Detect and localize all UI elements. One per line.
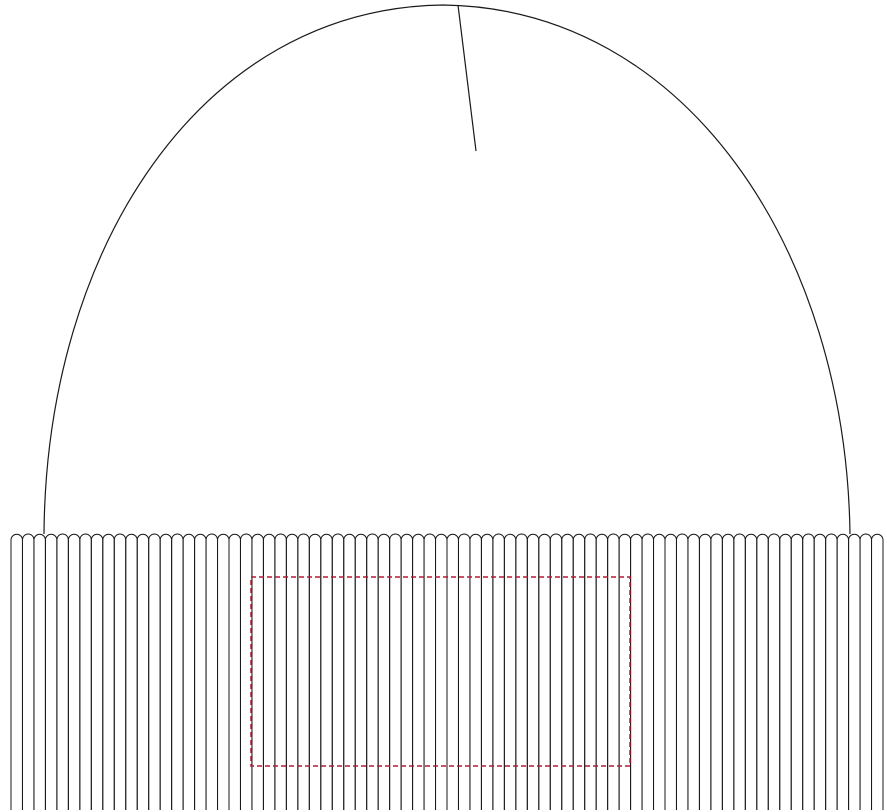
beanie-cuff — [10, 533, 884, 810]
cuff-rib — [308, 533, 322, 810]
cuff-rib — [836, 533, 850, 810]
cuff-rib — [457, 533, 471, 810]
crown-seam-line — [457, 4, 477, 152]
cuff-rib — [767, 533, 781, 810]
cuff-rib — [595, 533, 609, 810]
cuff-rib — [400, 533, 414, 810]
cuff-rib — [825, 533, 838, 810]
beanie-crown — [43, 4, 851, 535]
cuff-rib — [56, 533, 69, 810]
cuff-rib — [274, 533, 287, 810]
cuff-rib — [756, 533, 769, 810]
cuff-rib — [698, 533, 712, 810]
cuff-rib — [446, 533, 459, 810]
cuff-rib — [526, 533, 540, 810]
cuff-rib — [848, 533, 861, 810]
cuff-rib — [262, 533, 276, 810]
cuff-rib — [721, 533, 735, 810]
cuff-rib — [572, 533, 586, 810]
cuff-rib — [469, 533, 482, 810]
cuff-rib — [515, 533, 528, 810]
cuff-rib — [503, 533, 517, 810]
cuff-rib — [44, 533, 58, 810]
cuff-rib — [113, 533, 127, 810]
cuff-rib — [549, 533, 563, 810]
cuff-rib — [641, 533, 655, 810]
cuff-rib — [733, 533, 746, 810]
cuff-rib — [744, 533, 758, 810]
cuff-rib — [561, 533, 574, 810]
cuff-rib — [813, 533, 827, 810]
cuff-rib — [802, 533, 815, 810]
cuff-rib — [228, 533, 241, 810]
cuff-rib — [331, 533, 345, 810]
cuff-rib — [492, 533, 505, 810]
cuff-rib — [217, 533, 230, 810]
cuff-rib — [630, 533, 643, 810]
cuff-rib — [33, 533, 46, 810]
cuff-rib — [366, 533, 379, 810]
cuff-rib — [412, 533, 425, 810]
cuff-rib — [159, 533, 173, 810]
cuff-rib — [354, 533, 368, 810]
cuff-rib — [584, 533, 597, 810]
cuff-rib — [79, 533, 92, 810]
cuff-rib — [389, 533, 402, 810]
cuff-rib — [779, 533, 792, 810]
cuff-rib — [251, 533, 264, 810]
cuff-rib — [538, 533, 551, 810]
cuff-rib — [297, 533, 310, 810]
cuff-rib — [67, 533, 81, 810]
cuff-rib — [182, 533, 196, 810]
cuff-rib — [285, 533, 299, 810]
cuff-rib — [148, 533, 161, 810]
cuff-rib — [136, 533, 150, 810]
cuff-rib — [194, 533, 207, 810]
cuff-rib — [320, 533, 333, 810]
cuff-rib — [607, 533, 620, 810]
cuff-rib — [618, 533, 632, 810]
cuff-rib — [871, 533, 884, 810]
cuff-rib — [435, 533, 448, 810]
cuff-rib — [90, 533, 104, 810]
cuff-rib — [171, 533, 184, 810]
cuff-rib — [205, 533, 219, 810]
cuff-rib — [102, 533, 115, 810]
cuff-rib — [859, 533, 873, 810]
cuff-rib — [675, 533, 689, 810]
cuff-rib — [377, 533, 391, 810]
cuff-rib — [21, 533, 35, 810]
crown-outline — [43, 4, 851, 535]
cuff-rib — [423, 533, 437, 810]
cuff-rib — [790, 533, 804, 810]
cuff-rib — [343, 533, 356, 810]
cuff-rib — [125, 533, 138, 810]
cuff-rib — [687, 533, 700, 810]
cuff-rib — [710, 533, 723, 810]
cuff-rib — [664, 533, 677, 810]
cuff-rib — [653, 533, 666, 810]
cuff-rib — [480, 533, 494, 810]
cuff-rib — [10, 533, 23, 810]
print-area-boundary — [250, 576, 631, 767]
cuff-rib — [239, 533, 253, 810]
